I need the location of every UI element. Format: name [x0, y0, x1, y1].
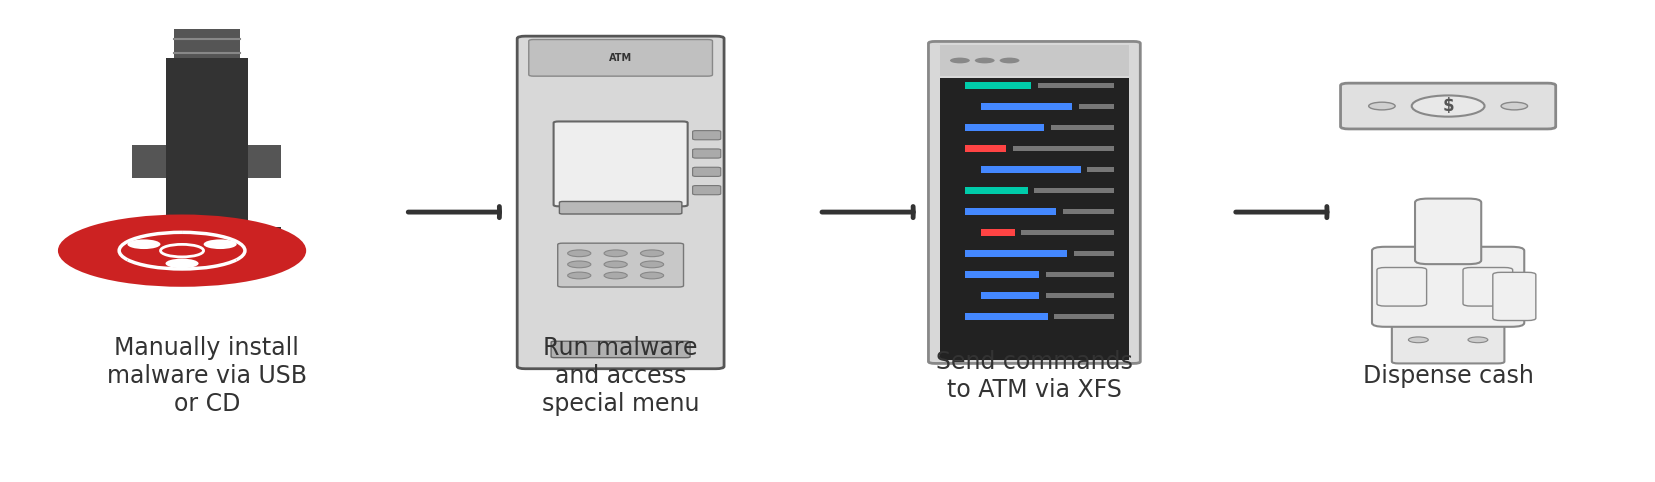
FancyBboxPatch shape	[692, 186, 720, 195]
Circle shape	[640, 261, 664, 268]
FancyBboxPatch shape	[1341, 83, 1556, 129]
Bar	[981, 166, 1081, 173]
Text: $: $	[1442, 97, 1455, 115]
Circle shape	[640, 272, 664, 279]
Circle shape	[204, 240, 237, 249]
FancyBboxPatch shape	[1415, 199, 1481, 264]
Bar	[940, 78, 1129, 360]
Bar	[1063, 209, 1114, 214]
FancyBboxPatch shape	[1493, 272, 1536, 321]
Circle shape	[568, 272, 591, 279]
Bar	[981, 104, 1072, 110]
Circle shape	[161, 244, 204, 257]
Bar	[1087, 167, 1114, 172]
Circle shape	[58, 214, 306, 287]
FancyBboxPatch shape	[559, 201, 682, 214]
FancyBboxPatch shape	[554, 121, 688, 206]
Bar	[965, 146, 1006, 152]
Bar	[1054, 314, 1114, 319]
Circle shape	[1408, 337, 1428, 343]
FancyBboxPatch shape	[1377, 268, 1427, 306]
FancyBboxPatch shape	[1463, 268, 1513, 306]
Text: ATM: ATM	[609, 53, 632, 63]
Bar	[1013, 147, 1114, 151]
Bar	[1046, 293, 1114, 298]
Circle shape	[975, 58, 995, 64]
FancyBboxPatch shape	[1392, 311, 1504, 363]
Bar	[1051, 125, 1114, 130]
FancyBboxPatch shape	[692, 167, 720, 176]
FancyBboxPatch shape	[692, 131, 720, 140]
FancyBboxPatch shape	[692, 149, 720, 158]
Bar	[1038, 83, 1114, 88]
Text: Send commands
to ATM via XFS: Send commands to ATM via XFS	[937, 350, 1132, 402]
Circle shape	[604, 261, 627, 268]
FancyBboxPatch shape	[928, 41, 1140, 363]
Bar	[965, 82, 1031, 89]
Circle shape	[166, 259, 199, 268]
Bar	[940, 45, 1129, 76]
Bar	[1021, 230, 1114, 235]
Circle shape	[950, 58, 970, 64]
Circle shape	[568, 261, 591, 268]
FancyBboxPatch shape	[551, 341, 690, 358]
Circle shape	[604, 250, 627, 256]
Circle shape	[604, 272, 627, 279]
Circle shape	[1000, 58, 1019, 64]
Circle shape	[1369, 102, 1395, 110]
Bar	[1034, 188, 1114, 193]
FancyBboxPatch shape	[558, 243, 684, 287]
Bar	[965, 124, 1044, 131]
Bar	[965, 208, 1056, 214]
Bar	[1079, 105, 1114, 109]
Bar	[1074, 251, 1114, 256]
Circle shape	[568, 250, 591, 256]
Circle shape	[640, 250, 664, 256]
Bar	[965, 271, 1039, 278]
FancyBboxPatch shape	[1372, 247, 1524, 327]
FancyBboxPatch shape	[530, 40, 712, 76]
FancyBboxPatch shape	[516, 36, 725, 369]
Bar	[965, 313, 1048, 320]
Bar	[981, 292, 1039, 298]
Circle shape	[1468, 337, 1488, 343]
Bar	[981, 229, 1015, 236]
Circle shape	[1501, 102, 1528, 110]
Bar	[965, 250, 1067, 256]
Text: Dispense cash: Dispense cash	[1362, 364, 1534, 388]
Polygon shape	[174, 29, 240, 58]
Polygon shape	[132, 145, 166, 178]
Bar	[965, 187, 1028, 194]
Polygon shape	[248, 145, 281, 178]
Text: Manually install
malware via USB
or CD: Manually install malware via USB or CD	[108, 336, 306, 416]
Circle shape	[127, 240, 161, 249]
Circle shape	[1412, 95, 1485, 117]
Text: Run malware
and access
special menu: Run malware and access special menu	[541, 336, 700, 416]
Polygon shape	[132, 58, 281, 265]
Bar	[1046, 272, 1114, 277]
